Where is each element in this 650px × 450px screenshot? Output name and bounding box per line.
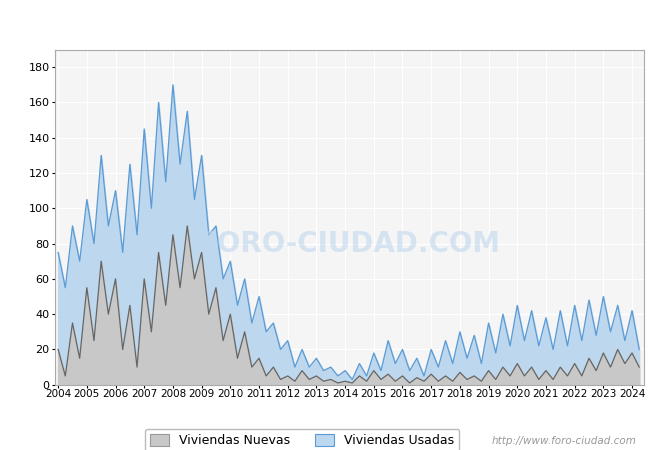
Text: Zafra - Evolucion del Nº de Transacciones Inmobiliarias: Zafra - Evolucion del Nº de Transaccione… [84,14,566,33]
Legend: Viviendas Nuevas, Viviendas Usadas: Viviendas Nuevas, Viviendas Usadas [146,429,459,450]
Text: http://www.foro-ciudad.com: http://www.foro-ciudad.com [492,436,637,446]
Text: FORO-CIUDAD.COM: FORO-CIUDAD.COM [198,230,500,258]
